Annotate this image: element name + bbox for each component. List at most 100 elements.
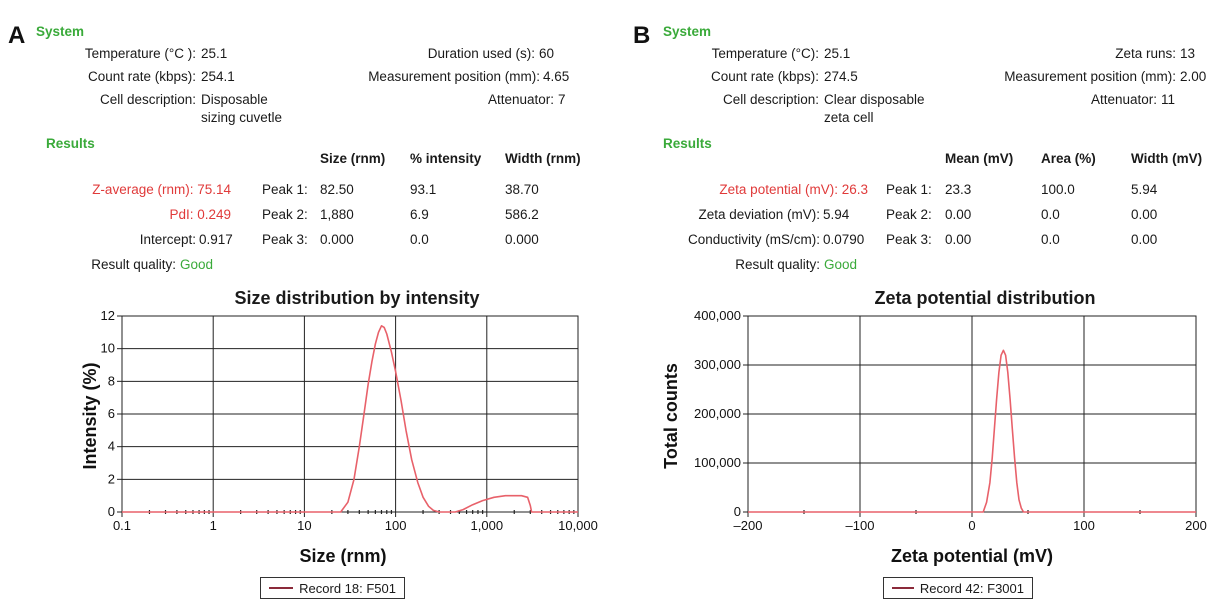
intercept-value-a: 0.917	[199, 232, 233, 247]
panel-letter-a: A	[8, 22, 26, 49]
y-tick-label-a: 10	[101, 341, 115, 356]
conductivity-value-b: 0.0790	[823, 232, 865, 247]
attenuator-value-b: 11	[1161, 92, 1176, 107]
system-heading-b: System	[663, 24, 712, 39]
position-value-a: 4.65	[543, 69, 570, 84]
legend-swatch-a	[269, 587, 294, 589]
cell-description-line2-b: zeta cell	[824, 110, 874, 125]
cell-description-label-b: Cell description:	[722, 92, 819, 107]
y-tick-label-a: 2	[108, 471, 115, 486]
col-intensity-header-a: % intensity	[410, 151, 482, 166]
y-tick-label-b: 400,000	[694, 308, 741, 323]
zeta-deviation-value-b: 5.94	[823, 207, 850, 222]
cell-description-label-a: Cell description:	[99, 92, 196, 107]
quality-value-a: Good	[180, 257, 214, 272]
duration-value-a: 60	[539, 46, 555, 61]
peak3-width-a: 0.000	[505, 232, 539, 247]
y-tick-label-b: 300,000	[694, 357, 741, 372]
peak2-label-b: Peak 2:	[886, 207, 932, 222]
attenuator-label-a: Attenuator:	[487, 92, 554, 107]
y-axis-label-b: Total counts	[661, 363, 681, 469]
peak3-label-a: Peak 3:	[262, 232, 308, 247]
intercept-label-a: Intercept:	[139, 232, 196, 247]
size-distribution-chart: Intensity (%) Size (rnm) 0 2 4 6 8 10 12 0.1 1 10…	[80, 308, 598, 566]
y-tick-label-b: 200,000	[694, 406, 741, 421]
position-label-a: Measurement position (mm):	[368, 69, 540, 84]
conductivity-label-b: Conductivity (mS/cm):	[687, 232, 820, 247]
pdi-a: PdI: 0.249	[169, 207, 231, 222]
temperature-label-b: Temperature (°C):	[711, 46, 819, 61]
peak3-size-a: 0.000	[320, 232, 354, 247]
peak2-intensity-a: 6.9	[410, 207, 429, 222]
temperature-value-b: 25.1	[824, 46, 851, 61]
col-size-header-a: Size (rnm)	[320, 151, 386, 166]
x-tick-label-b: –200	[734, 518, 763, 533]
x-axis-label-b: Zeta potential (mV)	[891, 546, 1053, 566]
results-heading-a: Results	[46, 136, 95, 151]
legend-label-a: Record 18: F501	[299, 580, 396, 596]
x-tick-label-a: 1	[210, 518, 217, 533]
count-rate-label-a: Count rate (kbps):	[87, 69, 196, 84]
series-line-b-0	[748, 349, 1196, 513]
x-tick-label-a: 10,000	[558, 518, 598, 533]
legend-a: Record 18: F501	[260, 577, 405, 599]
temperature-value-a: 25.1	[201, 46, 228, 61]
peak1-size-a: 82.50	[320, 182, 354, 197]
col-width-header-a: Width (rnm)	[505, 151, 581, 166]
peak1-area-b: 100.0	[1041, 182, 1075, 197]
x-tick-label-b: 0	[968, 518, 975, 533]
peak3-intensity-a: 0.0	[410, 232, 429, 247]
peak2-width-a: 586.2	[505, 207, 539, 222]
x-tick-label-b: –100	[846, 518, 875, 533]
zeta-runs-value-b: 13	[1180, 46, 1196, 61]
legend-b: Record 42: F3001	[883, 577, 1033, 599]
x-tick-label-b: 100	[1073, 518, 1095, 533]
col-area-header-b: Area (%)	[1041, 151, 1096, 166]
x-tick-label-b: 200	[1185, 518, 1207, 533]
y-tick-label-a: 8	[108, 373, 115, 388]
legend-label-b: Record 42: F3001	[919, 580, 1024, 596]
y-tick-label-a: 0	[108, 504, 115, 519]
peak1-intensity-a: 93.1	[410, 182, 437, 197]
peak2-size-a: 1,880	[320, 207, 354, 222]
chart-title-a: Size distribution by intensity	[234, 288, 480, 308]
results-heading-b: Results	[663, 136, 712, 151]
legend-swatch-b	[892, 587, 914, 589]
quality-value-b: Good	[824, 257, 858, 272]
peak1-label-b: Peak 1:	[886, 182, 932, 197]
peak1-label-a: Peak 1:	[262, 182, 308, 197]
peak1-width-b: 5.94	[1131, 182, 1158, 197]
peak1-mean-b: 23.3	[945, 182, 972, 197]
panel-letter-b: B	[633, 22, 651, 49]
y-tick-label-b: 0	[734, 504, 741, 519]
position-value-b: 2.00	[1180, 69, 1207, 84]
cell-description-line2-a: sizing cuvetle	[201, 110, 283, 125]
zeta-runs-label-b: Zeta runs:	[1115, 46, 1176, 61]
zeta-potential-b: Zeta potential (mV): 26.3	[719, 182, 868, 197]
col-mean-header-b: Mean (mV)	[945, 151, 1014, 166]
count-rate-value-a: 254.1	[201, 69, 235, 84]
zeta-deviation-label-b: Zeta deviation (mV):	[698, 207, 820, 222]
series-line-a-0	[122, 325, 578, 513]
peak3-area-b: 0.0	[1041, 232, 1060, 247]
cell-description-line1-a: Disposable	[201, 92, 268, 107]
peak3-width-b: 0.00	[1131, 232, 1158, 247]
x-tick-label-a: 10	[297, 518, 311, 533]
position-label-b: Measurement position (mm):	[1004, 69, 1176, 84]
x-tick-label-a: 1,000	[471, 518, 504, 533]
x-axis-label-a: Size (rnm)	[299, 546, 386, 566]
y-tick-label-a: 6	[108, 406, 115, 421]
y-tick-label-a: 12	[101, 308, 115, 323]
y-tick-label-a: 4	[108, 439, 115, 454]
duration-label-a: Duration used (s):	[427, 46, 535, 61]
y-tick-label-b: 100,000	[694, 455, 741, 470]
peak2-label-a: Peak 2:	[262, 207, 308, 222]
z-average-a: Z-average (rnm): 75.14	[92, 182, 231, 197]
peak2-width-b: 0.00	[1131, 207, 1158, 222]
temperature-label-a: Temperature (°C ):	[84, 46, 196, 61]
quality-label-b: Result quality:	[735, 257, 820, 272]
count-rate-label-b: Count rate (kbps):	[710, 69, 819, 84]
peak2-mean-b: 0.00	[945, 207, 972, 222]
col-width-header-b: Width (mV)	[1131, 151, 1203, 166]
attenuator-value-a: 7	[558, 92, 566, 107]
